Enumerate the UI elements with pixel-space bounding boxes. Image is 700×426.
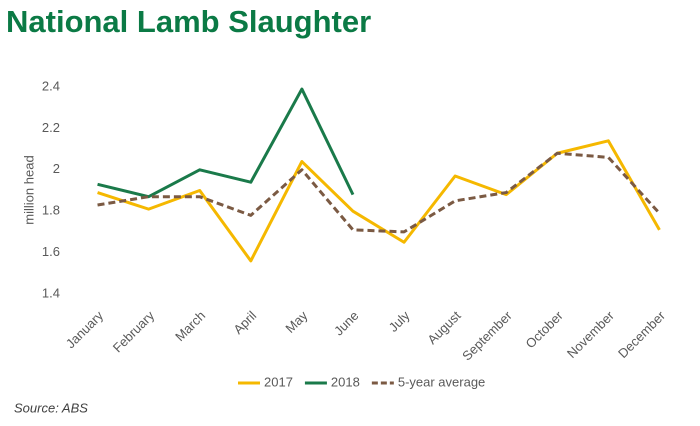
chart-title: National Lamb Slaughter: [6, 4, 371, 39]
x-tick-label: September: [459, 307, 515, 363]
y-axis-label: million head: [21, 155, 36, 224]
x-tick-label: March: [172, 308, 208, 344]
series-line: [97, 151, 661, 234]
y-tick-label: 1.4: [42, 285, 60, 300]
x-tick-label: August: [424, 308, 463, 347]
legend-label: 2018: [331, 374, 360, 389]
x-tick-label: February: [110, 308, 158, 356]
x-tick-label: October: [523, 307, 567, 351]
x-tick-label: November: [564, 307, 617, 360]
x-tick-label: January: [63, 308, 107, 352]
x-tick-label: May: [282, 308, 310, 336]
y-tick-label: 2: [53, 161, 60, 176]
legend-label: 2017: [264, 374, 293, 389]
y-tick-label: 2.4: [42, 78, 60, 93]
x-tick-label: April: [230, 308, 259, 337]
x-tick-label: June: [331, 308, 362, 339]
legend-label: 5-year average: [398, 374, 485, 389]
y-tick-label: 1.8: [42, 203, 60, 218]
series-line: [97, 139, 661, 263]
x-tick-label: July: [386, 308, 413, 335]
source-note: Source: ABS: [14, 400, 88, 415]
y-tick-label: 2.2: [42, 120, 60, 135]
x-tick-label: December: [615, 307, 668, 360]
y-tick-label: 1.6: [42, 244, 60, 259]
series-line: [97, 87, 355, 199]
